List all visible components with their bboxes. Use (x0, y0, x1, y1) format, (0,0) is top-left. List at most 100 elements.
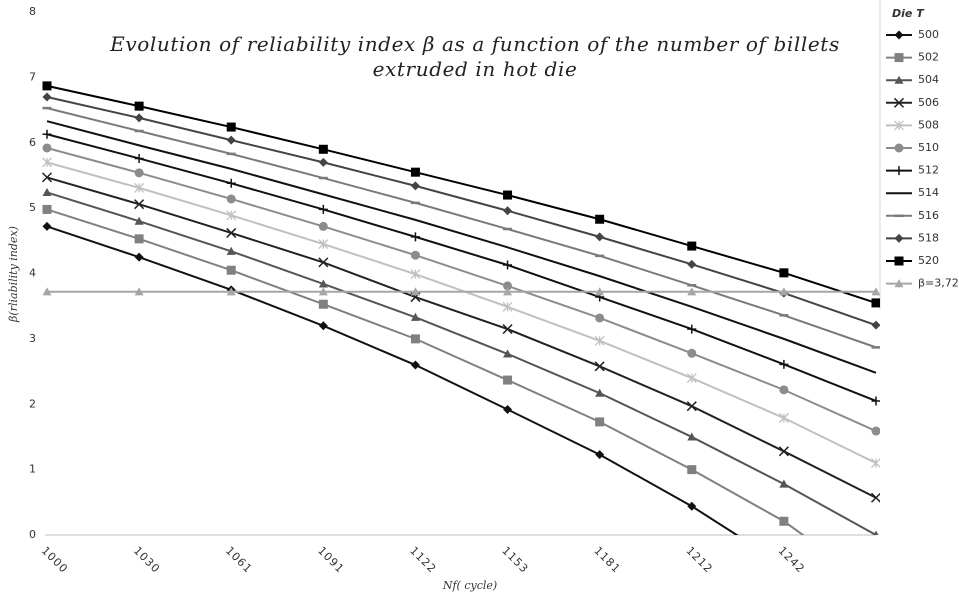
marker (686, 401, 697, 412)
marker (226, 265, 236, 275)
marker (42, 287, 52, 296)
y-tick-label: 7 (29, 70, 36, 83)
legend-label: 512 (918, 164, 939, 177)
legend-label: 520 (918, 254, 939, 267)
x-tick-label: 1061 (223, 544, 255, 576)
marker (686, 373, 697, 384)
legend-label: 502 (918, 51, 939, 64)
marker (779, 385, 789, 395)
marker (318, 257, 329, 268)
marker (318, 279, 328, 288)
marker (595, 450, 605, 460)
marker (226, 194, 236, 204)
marker (410, 250, 420, 260)
legend-label: 508 (918, 118, 939, 131)
x-tick-label: 1181 (591, 544, 623, 576)
marker (410, 269, 421, 280)
marker (410, 360, 420, 370)
marker (503, 206, 513, 216)
y-axis-label: β(rliability index) (7, 226, 20, 323)
marker (871, 287, 880, 296)
series-line (46, 191, 877, 535)
marker (42, 129, 52, 139)
marker (779, 479, 789, 488)
marker (318, 287, 328, 296)
marker (894, 143, 904, 153)
marker (42, 143, 52, 153)
legend-label: 516 (918, 209, 939, 222)
marker (779, 516, 789, 526)
marker (687, 259, 697, 269)
y-tick-label: 3 (29, 332, 36, 345)
marker (226, 246, 236, 255)
y-tick-label: 5 (29, 201, 36, 214)
legend-label: 514 (918, 186, 939, 199)
marker (410, 232, 420, 242)
marker (778, 446, 789, 457)
marker (318, 321, 328, 331)
marker (779, 287, 789, 296)
y-tick-label: 1 (29, 463, 36, 476)
marker (318, 144, 328, 154)
series-line (46, 96, 877, 327)
marker (410, 167, 420, 177)
series-line (46, 161, 877, 464)
marker (894, 233, 904, 243)
legend-title: Die T (892, 7, 925, 20)
marker (318, 157, 328, 167)
x-tick-label: 1122 (407, 544, 439, 576)
marker (226, 210, 237, 221)
marker (595, 388, 605, 397)
marker (134, 287, 144, 296)
x-tick-label: 1000 (39, 544, 71, 576)
marker (134, 199, 145, 210)
marker (226, 287, 236, 296)
y-tick-label: 2 (29, 397, 36, 410)
legend-label: 500 (918, 28, 939, 41)
legend-label: 506 (918, 96, 939, 109)
marker (595, 417, 605, 427)
series-line (46, 107, 877, 349)
series-line (46, 176, 877, 499)
marker (503, 281, 513, 291)
marker (318, 299, 328, 309)
marker (318, 221, 328, 231)
series-line (46, 120, 877, 374)
marker (42, 204, 52, 214)
marker (687, 241, 697, 251)
y-tick-label: 0 (29, 528, 36, 541)
x-tick-label: 1030 (131, 544, 163, 576)
y-tick-label: 8 (29, 5, 36, 18)
marker (778, 413, 789, 423)
marker (594, 335, 605, 346)
marker (894, 120, 904, 131)
marker (894, 75, 904, 84)
marker (226, 135, 236, 145)
series-line (46, 208, 805, 535)
marker (595, 232, 605, 242)
legend-label: 518 (918, 231, 939, 244)
marker (503, 349, 513, 358)
marker (894, 256, 904, 266)
marker (687, 324, 697, 334)
marker (42, 92, 52, 102)
marker (870, 492, 880, 503)
marker (871, 426, 880, 436)
marker (134, 216, 144, 225)
marker (410, 287, 420, 296)
marker (871, 458, 880, 469)
marker (894, 166, 904, 176)
x-tick-label: 1091 (315, 544, 347, 576)
y-tick-label: 6 (29, 136, 36, 149)
marker (134, 252, 144, 262)
marker (894, 30, 904, 40)
x-tick-label: 1153 (499, 544, 531, 576)
marker (502, 324, 513, 335)
x-tick-label: 1212 (684, 544, 716, 576)
legend-label: β=3,72 (918, 277, 959, 290)
marker (595, 287, 605, 296)
marker (226, 122, 236, 132)
marker (42, 81, 52, 91)
marker (871, 298, 880, 308)
